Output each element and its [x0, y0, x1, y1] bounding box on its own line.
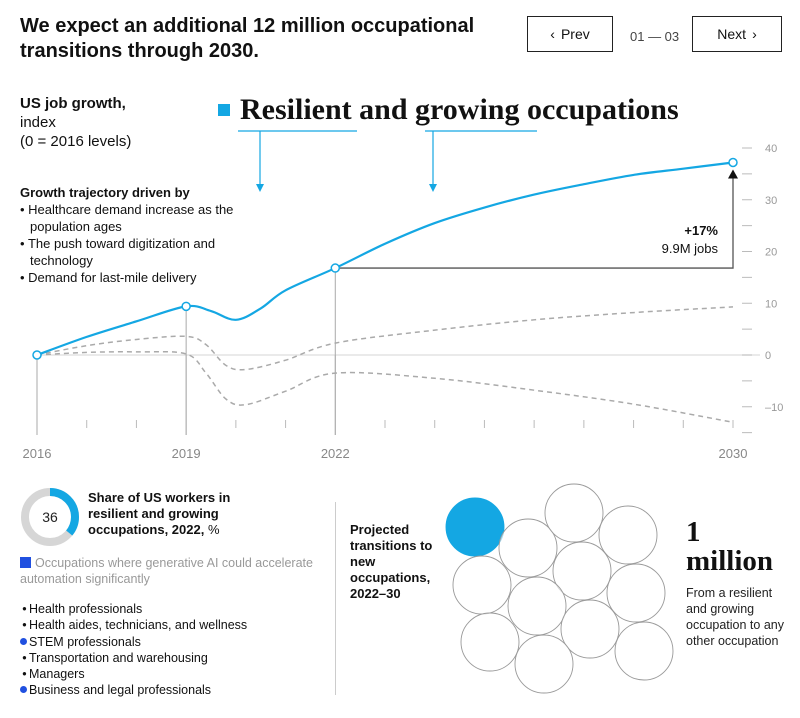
- genai-swatch: [20, 557, 31, 568]
- series-line-dashed: [36, 350, 734, 424]
- x-tick-label: 2016: [23, 446, 52, 461]
- genai-legend: Occupations where generative AI could ac…: [20, 556, 313, 586]
- y-tick-label: 10: [765, 298, 777, 310]
- bubble: [498, 518, 558, 578]
- share-donut: 36: [21, 488, 79, 546]
- next-button[interactable]: Next ›: [692, 16, 782, 52]
- share-title: Share of US workers in resilient and gro…: [88, 490, 231, 537]
- bubble: [507, 576, 567, 636]
- divider: [335, 502, 336, 695]
- data-point-marker: [728, 157, 738, 168]
- y-tick-label: –10: [765, 402, 783, 414]
- y-tick-label: 30: [765, 195, 777, 207]
- series-line-dashed: [36, 306, 734, 371]
- driver-item: • Demand for last-mile delivery: [20, 270, 197, 285]
- drivers-heading: Growth trajectory driven by: [20, 185, 190, 200]
- transitions-label: Projected transitions to new occupations…: [350, 522, 433, 601]
- x-tick-label: 2030: [719, 446, 748, 461]
- data-point-marker: [32, 350, 42, 360]
- arrow-up-icon: [728, 169, 738, 179]
- legend-swatch: [218, 104, 230, 116]
- legend: Resilient and growing occupations: [218, 93, 679, 127]
- bubble: [514, 634, 574, 694]
- bubble: [552, 541, 612, 601]
- chart-title: US job growth, index (0 = 2016 levels): [20, 94, 131, 151]
- data-point-marker: [181, 301, 191, 312]
- callout-value: +17%: [684, 223, 718, 238]
- legend-label: Resilient and growing occupations: [240, 93, 679, 126]
- line-chart: 40 30 20 10 0 –10 2016 2019 2022 2030: [23, 130, 783, 461]
- donut-value-arc: [21, 488, 79, 546]
- occupation-item: Business and legal professionals: [20, 682, 247, 698]
- y-tick-label: 20: [765, 247, 777, 259]
- arrow-down-icon: [429, 184, 437, 192]
- chevron-left-icon: ‹: [550, 26, 555, 42]
- drivers-list: Growth trajectory driven by • Healthcare…: [20, 184, 240, 286]
- arrow-down-icon: [256, 184, 264, 192]
- big-number: 1 million: [686, 516, 774, 577]
- y-tick-label: 40: [765, 143, 777, 155]
- bubble: [598, 505, 658, 565]
- driver-item: • Healthcare demand increase as the popu…: [20, 202, 234, 234]
- genai-dot: [20, 637, 27, 645]
- headline: We expect an additional 12 million occup…: [20, 15, 475, 62]
- data-point-marker: [330, 263, 341, 273]
- growth-callout: +17% 9.9M jobs: [600, 222, 718, 258]
- occupation-item: • Health professionals: [22, 602, 143, 616]
- donut-label: 36: [42, 509, 58, 525]
- annotation-bracket: [335, 176, 734, 269]
- bubble: [614, 621, 674, 681]
- bubble: [606, 563, 666, 623]
- chart-title-text: US job growth,: [20, 95, 126, 112]
- chevron-right-icon: ›: [752, 26, 757, 42]
- prev-button[interactable]: ‹ Prev: [527, 16, 613, 52]
- occupation-list: • Health professionals • Health aides, tech…: [20, 601, 247, 699]
- bubble: [460, 612, 520, 672]
- x-tick-label: 2019: [172, 446, 201, 461]
- bubble: [544, 483, 604, 543]
- bubble: [452, 555, 512, 615]
- y-tick-label: 0: [765, 350, 771, 362]
- y-label-2: (0 = 2016 levels): [20, 133, 132, 150]
- x-tick-label: 2022: [321, 446, 350, 461]
- occupation-item: • Transportation and warehousing: [22, 650, 208, 665]
- bubble-highlighted: [445, 497, 505, 557]
- y-label-1: index: [20, 114, 56, 131]
- callout-detail: 9.9M jobs: [661, 241, 718, 256]
- driver-item: • The push toward digitization and techn…: [20, 236, 216, 268]
- transitions-description: From a resilient and growing occupation …: [686, 586, 784, 648]
- occupation-item: • Managers: [22, 667, 85, 682]
- occupation-item: STEM professionals: [20, 634, 247, 650]
- page-indicator: 01 — 03: [630, 29, 680, 44]
- occupation-item: • Health aides, technicians, and wellness: [22, 618, 248, 633]
- genai-dot: [20, 686, 27, 694]
- bubble: [560, 599, 620, 659]
